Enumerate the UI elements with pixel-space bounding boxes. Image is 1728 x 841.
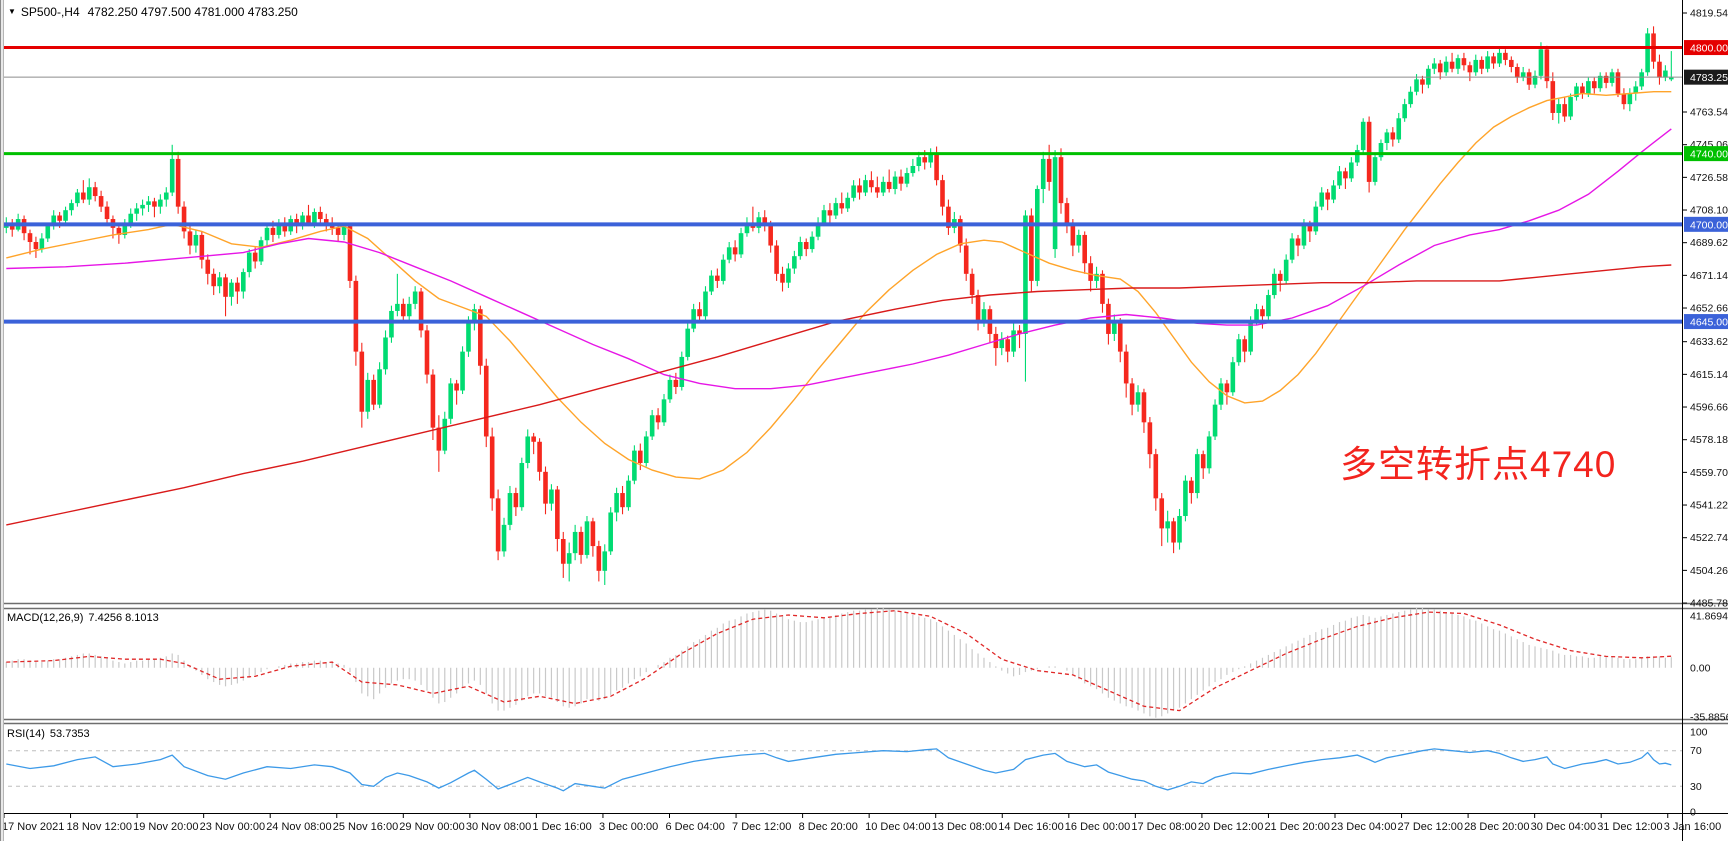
time-tick-label: 30 Dec 04:00 — [1531, 821, 1596, 833]
candlesticks[interactable] — [4, 26, 1674, 585]
ohlc-values: 4782.250 4797.500 4781.000 4783.250 — [87, 5, 298, 19]
macd-tick-label: -35.8856 — [1690, 712, 1728, 724]
macd-signal-line — [6, 610, 1672, 712]
ma-slow-red — [6, 264, 1672, 526]
rsi-tick-label: 70 — [1690, 745, 1702, 757]
time-tick-label: 17 Nov 2021 — [2, 821, 64, 833]
time-tick-label: 20 Dec 12:00 — [1198, 821, 1263, 833]
price-line-label-box — [1684, 314, 1728, 330]
price-line-labels: 4800.000 4783.250 4740.000 4700.000 4645.000 — [1684, 40, 1728, 330]
time-tick-label: 28 Dec 20:00 — [1464, 821, 1529, 833]
price-tick-label: 4578.180 — [1690, 434, 1728, 446]
price-tick-label: 4485.780 — [1690, 598, 1728, 610]
price-tick-label: 4689.620 — [1690, 237, 1728, 249]
time-tick-label: 1 Dec 16:00 — [532, 821, 591, 833]
window-left-edge — [0, 0, 4, 841]
macd-tick-label: 0.00 — [1690, 662, 1711, 674]
price-tick-label: 4504.260 — [1690, 565, 1728, 577]
rsi-tick-label: 30 — [1690, 781, 1702, 793]
price-tick-label: 4633.620 — [1690, 336, 1728, 348]
price-line-label-box — [1684, 40, 1728, 56]
price-line-label-text: 4645.000 — [1690, 317, 1728, 329]
macd-tick-label: 41.8694 — [1690, 611, 1728, 623]
price-line-label-text: 4740.000 — [1690, 149, 1728, 161]
time-tick-label: 3 Jan 16:00 — [1664, 821, 1722, 833]
moving-average-lines — [6, 91, 1672, 526]
price-tick-label: 4819.540 — [1690, 8, 1728, 20]
time-tick-label: 29 Nov 00:00 — [399, 821, 464, 833]
horizontal-price-lines[interactable] — [0, 46, 1682, 324]
ma-fast-orange — [6, 91, 1672, 480]
time-tick-label: 27 Dec 12:00 — [1398, 821, 1463, 833]
time-tick-label: 8 Dec 20:00 — [799, 821, 858, 833]
price-tick-label: 4522.740 — [1690, 532, 1728, 544]
price-tick-label: 4541.220 — [1690, 500, 1728, 512]
chevron-down-icon[interactable]: ▼ — [8, 7, 16, 16]
rsi-pane[interactable]: 100 70 30 0 — [0, 727, 1708, 819]
time-tick-label: 30 Nov 08:00 — [466, 821, 531, 833]
chart-header: ▼ SP500-,H4 4782.250 4797.500 4781.000 478… — [8, 5, 298, 19]
time-tick-label: 23 Dec 04:00 — [1331, 821, 1396, 833]
rsi-value: 53.7353 — [49, 728, 90, 740]
time-tick-label: 17 Dec 08:00 — [1131, 821, 1196, 833]
macd-pane[interactable]: 41.8694 0.00 -35.8856 — [5, 607, 1728, 724]
time-tick-label: 7 Dec 12:00 — [732, 821, 791, 833]
price-line-label-box — [1684, 146, 1728, 162]
time-tick-label: 16 Dec 00:00 — [1065, 821, 1130, 833]
price-line-label-box — [1684, 216, 1728, 232]
rsi-tick-label: 100 — [1690, 727, 1708, 739]
symbol-period-label: SP500-,H4 — [20, 5, 80, 19]
price-tick-label: 4652.660 — [1690, 303, 1728, 315]
time-tick-label: 10 Dec 04:00 — [865, 821, 930, 833]
macd-indicator-label: MACD(12,26,9) 7.4256 8.1013 — [7, 612, 164, 624]
price-axis[interactable]: 4819.5404763.5404745.0604726.5804708.100… — [1682, 8, 1728, 610]
rsi-line — [6, 748, 1672, 792]
time-tick-label: 23 Nov 00:00 — [200, 821, 265, 833]
price-tick-label: 4671.140 — [1690, 270, 1728, 282]
price-tick-label: 4708.100 — [1690, 205, 1728, 217]
price-line-label-box — [1684, 69, 1728, 85]
price-line-label-text: 4700.000 — [1690, 219, 1728, 231]
ma-mid-magenta — [6, 128, 1672, 390]
time-tick-label: 19 Nov 20:00 — [133, 821, 198, 833]
time-tick-label: 3 Dec 00:00 — [599, 821, 658, 833]
price-line-label-text: 4783.250 — [1690, 72, 1728, 84]
rsi-tick-label: 0 — [1690, 807, 1696, 819]
time-axis[interactable]: 17 Nov 2021 18 Nov 12:00 19 Nov 20:00 23 No… — [2, 813, 1721, 833]
price-tick-label: 4726.580 — [1690, 172, 1728, 184]
time-tick-label: 24 Nov 08:00 — [266, 821, 331, 833]
chart-annotation-text: 多空转折点4740 — [1340, 444, 1617, 485]
price-tick-label: 4615.140 — [1690, 369, 1728, 381]
time-tick-label: 6 Dec 04:00 — [666, 821, 725, 833]
price-tick-label: 4559.700 — [1690, 467, 1728, 479]
rsi-indicator-label: RSI(14) 53.7353 — [7, 728, 95, 740]
rsi-name: RSI(14) — [7, 728, 45, 740]
macd-values: 7.4256 8.1013 — [88, 612, 159, 624]
time-tick-label: 25 Nov 16:00 — [333, 821, 398, 833]
time-tick-label: 13 Dec 08:00 — [932, 821, 997, 833]
time-tick-label: 14 Dec 16:00 — [998, 821, 1063, 833]
macd-name: MACD(12,26,9) — [7, 612, 84, 624]
price-tick-label: 4763.540 — [1690, 107, 1728, 119]
price-tick-label: 4596.660 — [1690, 402, 1728, 414]
time-tick-label: 18 Nov 12:00 — [67, 821, 132, 833]
time-tick-label: 31 Dec 12:00 — [1597, 821, 1662, 833]
time-tick-label: 21 Dec 20:00 — [1264, 821, 1329, 833]
price-line-label-text: 4800.000 — [1690, 43, 1728, 55]
